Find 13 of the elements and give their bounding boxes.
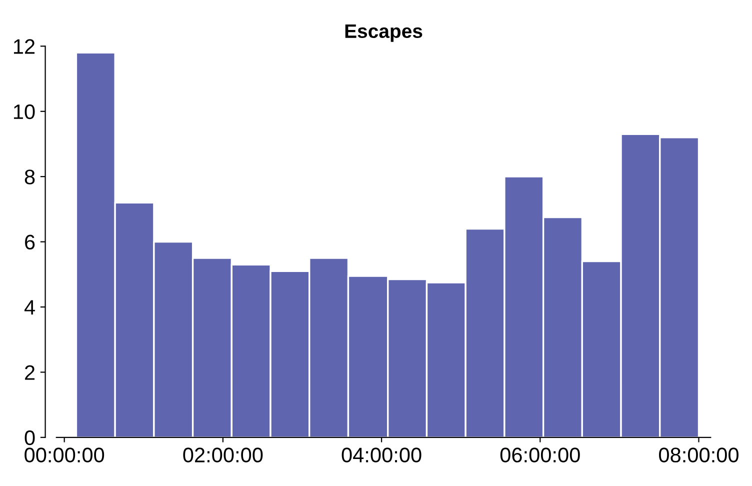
x-tick-label: 06:00:00 <box>500 448 580 462</box>
y-tick-label: 4 <box>24 300 35 315</box>
x-tick-label: 00:00:00 <box>24 448 104 462</box>
y-tick-label: 12 <box>14 39 35 54</box>
chart-title: Escapes <box>345 24 422 42</box>
y-tick-label: 10 <box>14 104 35 120</box>
x-tick-label: 02:00:00 <box>183 448 263 462</box>
y-tick-label: 2 <box>25 365 35 380</box>
x-tick-label: 04:00:00 <box>342 448 422 462</box>
y-tick-label: 0 <box>24 430 35 446</box>
y-tick-label: 8 <box>24 170 35 184</box>
x-tick-label: 08:00:00 <box>659 448 738 462</box>
y-tick-label: 6 <box>25 234 35 250</box>
